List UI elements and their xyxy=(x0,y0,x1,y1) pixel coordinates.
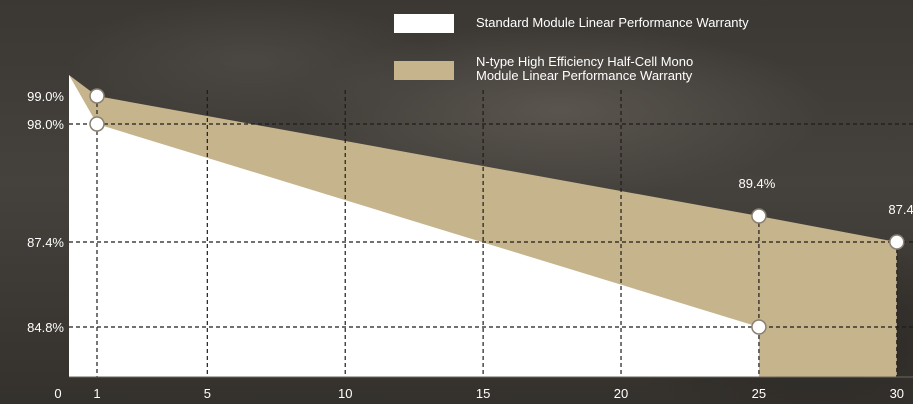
legend-label-ntype: N-type High Efficiency Half-Cell Mono Mo… xyxy=(476,55,876,83)
x-tick-label: 25 xyxy=(752,386,766,401)
data-point-marker xyxy=(89,88,105,104)
data-label: 89.4% xyxy=(738,176,775,191)
x-tick-label: 1 xyxy=(93,386,100,401)
x-tick-label: 20 xyxy=(614,386,628,401)
x-tick-label: 15 xyxy=(476,386,490,401)
area-standard xyxy=(69,75,759,377)
legend-item-ntype: N-type High Efficiency Half-Cell Mono Mo… xyxy=(394,55,894,95)
legend-label-standard: Standard Module Linear Performance Warra… xyxy=(476,15,749,30)
data-point-marker xyxy=(751,319,767,335)
x-tick-label: 30 xyxy=(890,386,904,401)
x-tick-label: 0 xyxy=(54,386,61,401)
legend-label-ntype-line1: N-type High Efficiency Half-Cell Mono xyxy=(476,54,694,69)
legend-swatch-standard xyxy=(394,14,454,33)
legend-label-ntype-line2: Module Linear Performance Warranty xyxy=(476,68,693,83)
data-point-marker xyxy=(89,116,105,132)
y-tick-label: 98.0% xyxy=(27,117,64,132)
legend-item-standard: Standard Module Linear Performance Warra… xyxy=(394,13,894,53)
x-tick-label: 10 xyxy=(338,386,352,401)
data-point-marker xyxy=(889,234,905,250)
y-tick-label: 99.0% xyxy=(27,89,64,104)
y-tick-label: 84.8% xyxy=(27,320,64,335)
data-label: 87.4% xyxy=(888,202,913,217)
data-point-marker xyxy=(751,208,767,224)
legend-swatch-ntype xyxy=(394,61,454,80)
x-tick-label: 5 xyxy=(204,386,211,401)
y-tick-label: 87.4% xyxy=(27,235,64,250)
